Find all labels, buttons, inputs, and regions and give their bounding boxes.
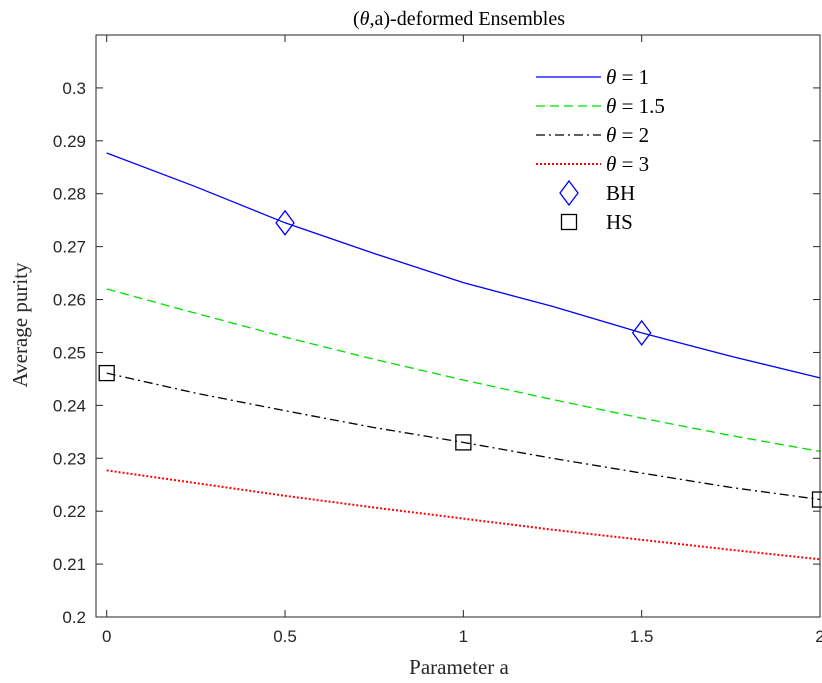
y-tick-label: 0.25 (53, 343, 86, 362)
x-axis-title: Parameter a (409, 655, 509, 679)
plot-area (96, 35, 820, 617)
chart-title: (θ,a)-deformed Ensembles (353, 8, 565, 30)
axes-frame (95, 34, 821, 618)
bh-marker-2 (631, 319, 652, 346)
x-tick-label: 2 (815, 627, 822, 646)
x-tick-label: 0.5 (273, 627, 297, 646)
plot-background (96, 35, 820, 617)
y-tick-label: 0.28 (53, 185, 86, 204)
y-axis-title: Average purity (8, 262, 32, 387)
data-markers (98, 209, 822, 508)
series-line-1 (106, 152, 821, 379)
hs-marker-2 (455, 434, 472, 451)
bh-marker-1 (275, 209, 295, 236)
legend: θ = 1 θ = 1.5 θ = 2 θ = 3 BH HS (536, 65, 665, 234)
series-lines (106, 152, 821, 561)
y-tick-label: 0.22 (53, 502, 86, 521)
legend-label-hs: HS (606, 210, 633, 234)
y-tick-label: 0.24 (53, 396, 86, 415)
legend-marker-hs (560, 213, 578, 231)
legend-label-2: θ = 1.5 (606, 94, 665, 118)
x-tick-label: 0 (102, 627, 111, 646)
y-tick-label: 0.3 (62, 79, 86, 98)
y-tick-label: 0.23 (53, 449, 86, 468)
y-tick-label: 0.21 (53, 555, 86, 574)
hs-marker-1 (98, 364, 115, 382)
x-tick-label: 1 (459, 627, 468, 646)
legend-label-4: θ = 3 (606, 152, 649, 176)
y-tick-label: 0.26 (53, 291, 86, 310)
y-tick-label: 0.27 (53, 238, 86, 257)
legend-label-3: θ = 2 (606, 123, 649, 147)
legend-label-1: θ = 1 (606, 65, 649, 89)
axes: 0 0.5 1 1.5 2 0.2 0.21 0.22 0.23 0.24 0.25 0.26 0.27… (53, 34, 822, 646)
legend-marker-bh (559, 179, 579, 207)
series-line-3 (106, 372, 821, 501)
y-tick-label: 0.2 (62, 608, 86, 627)
series-line-4 (106, 469, 821, 561)
legend-label-bh: BH (606, 181, 635, 205)
x-tick-label: 1.5 (630, 627, 654, 646)
series-line-2 (106, 288, 821, 453)
y-tick-label: 0.29 (53, 132, 86, 151)
